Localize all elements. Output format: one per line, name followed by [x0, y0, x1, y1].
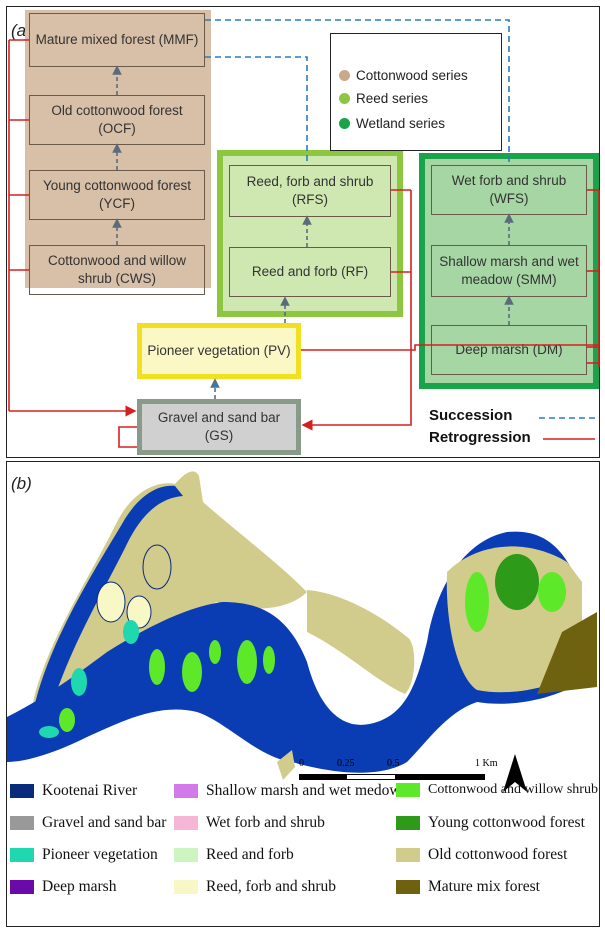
box-rfs: Reed, forb and shrub (RFS): [229, 165, 391, 217]
legend-swatch-wet-forb: [174, 816, 198, 830]
legend-label-mature: Mature mix forest: [428, 878, 540, 895]
legend-swatch-pioneer: [10, 848, 34, 862]
series-legend-wetland: Wetland series: [356, 116, 446, 131]
box-rf-label: Reed and forb (RF): [251, 264, 369, 280]
box-mmf-label: Mature mixed forest (MMF): [35, 32, 199, 48]
box-pv-label: Pioneer vegetation (PV): [147, 343, 291, 359]
retrogression-key-label: Retrogression: [429, 429, 531, 446]
box-smm-label: Shallow marsh and wet meadow (SMM): [439, 254, 579, 287]
vegetation-map-panel: (b) 0 0.25 0.5: [6, 461, 600, 927]
legend-swatch-cws: [396, 783, 420, 797]
box-cws: Cottonwood and willow shrub (CWS): [29, 245, 205, 295]
box-dm-label: Deep marsh (DM): [455, 342, 563, 358]
box-gs: Gravel and sand bar (GS): [137, 399, 301, 455]
map-legend: Kootenai River Gravel and sand bar Pione…: [6, 778, 600, 928]
box-wfs-label: Wet forb and shrub (WFS): [451, 173, 567, 206]
box-wfs: Wet forb and shrub (WFS): [431, 165, 587, 215]
cottonwood-dot: [339, 70, 350, 81]
legend-swatch-river: [10, 784, 34, 798]
legend-label-cws: Cottonwood and willow shrub: [428, 782, 598, 797]
legend-label-wet-forb: Wet forb and shrub: [206, 814, 325, 831]
legend-swatch-ycf: [396, 816, 420, 830]
box-pv: Pioneer vegetation (PV): [137, 323, 301, 379]
north-label: N: [511, 752, 518, 753]
diagram-connectors: [8, 19, 600, 448]
vegetation-map: [7, 471, 597, 780]
map-mature-forest: [537, 612, 597, 694]
scale-tick-025: 0.25: [337, 758, 355, 769]
reed-dot: [339, 93, 350, 104]
legend-label-river: Kootenai River: [42, 782, 138, 799]
box-rf: Reed and forb (RF): [229, 247, 391, 297]
succession-key-label: Succession: [429, 407, 513, 424]
legend-label-gravel: Gravel and sand bar: [42, 814, 167, 831]
map-old-forest-north: [307, 590, 415, 694]
legend-label-ycf: Young cottonwood forest: [428, 814, 585, 831]
panel-b-label: (b): [11, 474, 32, 493]
wetland-dot: [339, 118, 350, 129]
box-gs-label: Gravel and sand bar (GS): [157, 410, 281, 443]
legend-label-reed-forb: Reed and forb: [206, 846, 294, 863]
legend-label-pioneer: Pioneer vegetation: [42, 846, 158, 863]
box-ocf-label: Old cottonwood forest (OCF): [51, 103, 183, 136]
legend-label-reed-forb-shrub: Reed, forb and shrub: [206, 878, 336, 895]
box-smm: Shallow marsh and wet meadow (SMM): [431, 245, 587, 297]
series-legend-reed: Reed series: [356, 91, 429, 106]
succession-diagram-panel: (a) Mature mixed forest (MMF) Old cotton…: [6, 6, 600, 458]
scale-tick-05: 0.5: [387, 758, 400, 769]
succession-arrows: [112, 65, 514, 399]
legend-label-deep-marsh: Deep marsh: [42, 878, 117, 895]
legend-swatch-reed-forb-shrub: [174, 880, 198, 894]
box-rfs-label: Reed, forb and shrub (RFS): [246, 174, 374, 207]
map-river-main: [7, 531, 582, 773]
scale-tick-0: 0: [299, 758, 304, 769]
box-cws-label: Cottonwood and willow shrub (CWS): [47, 253, 187, 286]
legend-swatch-ocf: [396, 848, 420, 862]
map-old-forest-west: [33, 471, 307, 706]
legend-swatch-reed-forb: [174, 848, 198, 862]
legend-label-ocf: Old cottonwood forest: [428, 846, 568, 863]
retrogression-lines: [8, 39, 600, 448]
box-dm: Deep marsh (DM): [431, 325, 587, 375]
map-river-west-loop: [33, 485, 183, 712]
series-legend-cottonwood: Cottonwood series: [356, 68, 468, 83]
legend-label-shallow-marsh: Shallow marsh and wet medow: [206, 782, 401, 799]
legend-swatch-shallow-marsh: [174, 784, 198, 798]
box-ycf-label: Young cottonwood forest (YCF): [42, 178, 192, 211]
succession-long-links: [205, 19, 595, 419]
north-arrow-icon: [503, 754, 527, 792]
series-legend: Cottonwood series Reed series Wetland se…: [330, 33, 502, 151]
scale-bar: 0 0.25 0.5 1 Km N: [299, 752, 527, 792]
legend-swatch-gravel: [10, 816, 34, 830]
legend-swatch-deep-marsh: [10, 880, 34, 894]
legend-swatch-mature: [396, 880, 420, 894]
scale-tick-1km: 1 Km: [475, 758, 498, 769]
